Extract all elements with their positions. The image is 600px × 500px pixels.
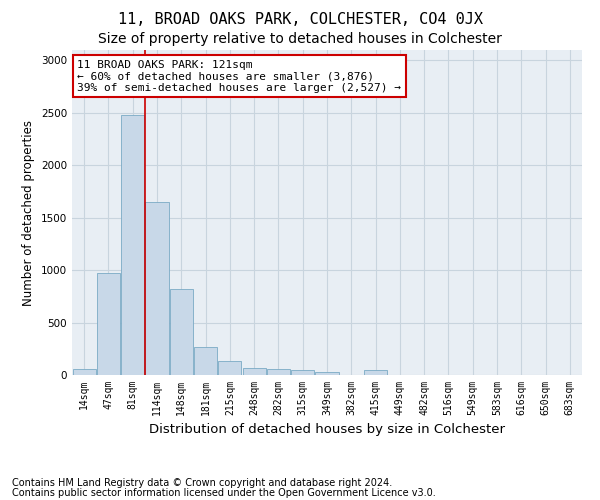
Bar: [291, 370, 314, 375]
Bar: [73, 368, 95, 375]
Text: 11, BROAD OAKS PARK, COLCHESTER, CO4 0JX: 11, BROAD OAKS PARK, COLCHESTER, CO4 0JX: [118, 12, 482, 28]
Bar: [145, 202, 169, 375]
Text: Contains public sector information licensed under the Open Government Licence v3: Contains public sector information licen…: [12, 488, 436, 498]
Bar: [97, 273, 120, 375]
Y-axis label: Number of detached properties: Number of detached properties: [22, 120, 35, 306]
Bar: [121, 115, 144, 375]
Bar: [316, 372, 338, 375]
Bar: [267, 369, 290, 375]
Bar: [364, 370, 387, 375]
Bar: [218, 362, 241, 375]
Text: 11 BROAD OAKS PARK: 121sqm
← 60% of detached houses are smaller (3,876)
39% of s: 11 BROAD OAKS PARK: 121sqm ← 60% of deta…: [77, 60, 401, 93]
X-axis label: Distribution of detached houses by size in Colchester: Distribution of detached houses by size …: [149, 424, 505, 436]
Bar: [170, 288, 193, 375]
Text: Contains HM Land Registry data © Crown copyright and database right 2024.: Contains HM Land Registry data © Crown c…: [12, 478, 392, 488]
Bar: [242, 368, 266, 375]
Bar: [194, 346, 217, 375]
Text: Size of property relative to detached houses in Colchester: Size of property relative to detached ho…: [98, 32, 502, 46]
